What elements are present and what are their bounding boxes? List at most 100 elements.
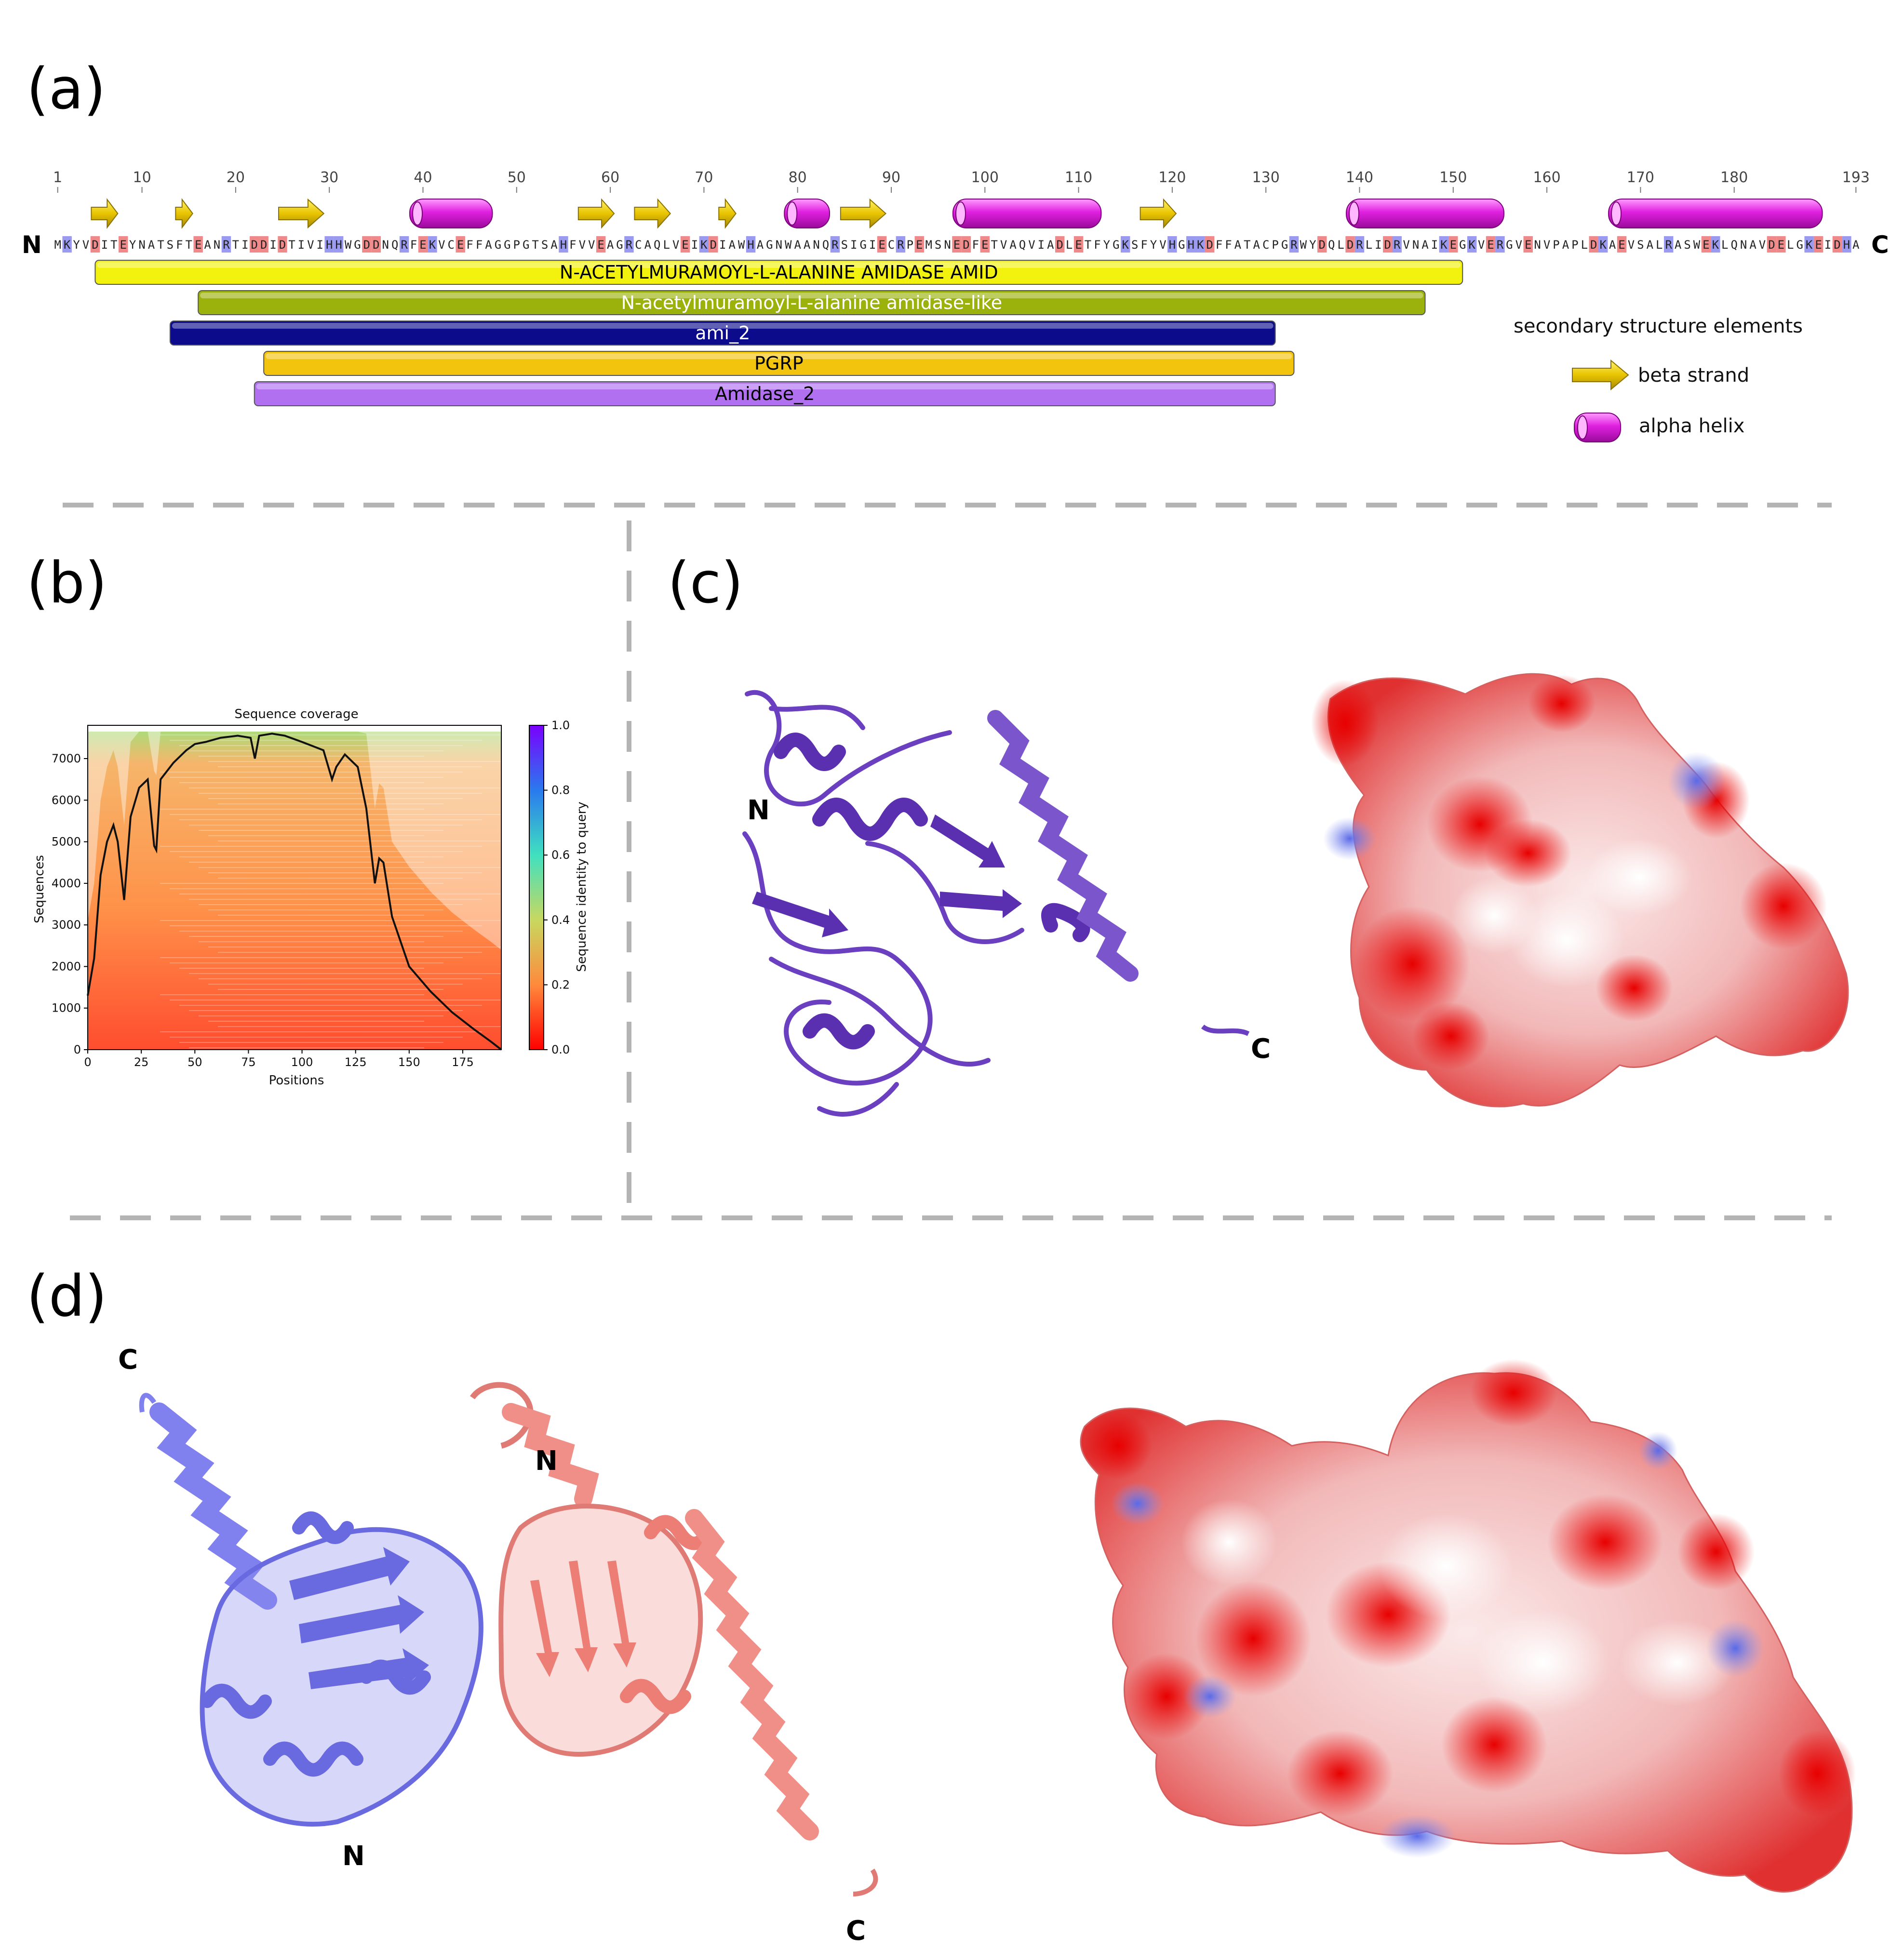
residue: E xyxy=(1618,238,1625,252)
chain-a-n-label: N xyxy=(342,1841,365,1872)
residue: V xyxy=(307,238,314,252)
residue: R xyxy=(897,238,904,252)
acidic-residue-highlight xyxy=(914,236,924,253)
residue: F xyxy=(569,238,576,252)
acidic-residue-highlight xyxy=(1486,236,1496,253)
basic-residue-highlight xyxy=(1842,236,1851,253)
domain-bar-highlight xyxy=(97,262,1461,268)
colorbar-ticks: 0.0 0.2 0.4 0.6 0.8 1.0 xyxy=(544,719,570,1056)
acidic-residue-highlight xyxy=(1448,236,1458,253)
ss-legend-title: secondary structure elements xyxy=(1514,315,1803,337)
colorbar-tick-label: 0.8 xyxy=(551,784,570,797)
residue: G xyxy=(354,238,361,252)
ruler-tick-label: 110 xyxy=(1065,169,1092,186)
basic-residue-highlight xyxy=(1392,236,1402,253)
basic-residue-highlight xyxy=(1354,236,1365,253)
residue: C xyxy=(635,238,642,252)
residue: E xyxy=(1778,238,1784,252)
residue: G xyxy=(523,238,529,252)
residue: A xyxy=(1852,238,1860,252)
basic-residue-highlight xyxy=(624,236,634,253)
acidic-residue-highlight xyxy=(278,236,287,253)
residue: P xyxy=(907,238,913,252)
residue: S xyxy=(935,238,941,252)
residue: H xyxy=(326,238,333,252)
acidic-residue-highlight xyxy=(980,236,990,253)
domain-bar-highlight xyxy=(200,293,1423,298)
chart-ylabel: Sequences xyxy=(32,855,47,923)
residue: T xyxy=(288,238,295,252)
residue: N xyxy=(214,238,220,252)
beta-strand xyxy=(718,198,737,229)
residue: G xyxy=(766,238,773,252)
residue: G xyxy=(1113,238,1119,252)
residue: L xyxy=(1337,238,1344,252)
panel-label-c: (c) xyxy=(668,549,743,616)
ruler-tick-label: 50 xyxy=(508,169,526,186)
residue: E xyxy=(120,238,126,252)
acidic-residue-highlight xyxy=(1589,236,1598,253)
y-tick-label: 5000 xyxy=(52,835,81,849)
residue: G xyxy=(504,238,510,252)
basic-residue-highlight xyxy=(1167,236,1177,253)
monomer-ribbon-cartoon xyxy=(742,690,1024,1117)
ruler-tick-label: 40 xyxy=(414,169,432,186)
residue: V xyxy=(438,238,445,252)
acidic-residue-highlight xyxy=(1832,236,1842,253)
residue: A xyxy=(644,238,652,252)
residue: W xyxy=(785,238,792,252)
residue: Q xyxy=(1019,238,1026,252)
residue: E xyxy=(1075,238,1082,252)
acidic-residue-highlight xyxy=(1317,236,1327,253)
residue: V xyxy=(1028,238,1035,252)
residue: A xyxy=(148,238,155,252)
residue: R xyxy=(1356,238,1363,252)
monomer-long-helix xyxy=(987,710,1139,982)
residue: A xyxy=(1421,238,1429,252)
beta-strand xyxy=(175,198,193,229)
x-tick-label: 0 xyxy=(84,1055,91,1069)
residue: T xyxy=(532,238,538,252)
residue: F xyxy=(1140,238,1147,252)
acidic-residue-highlight xyxy=(877,236,887,253)
acidic-residue-highlight xyxy=(1776,236,1786,253)
basic-residue-highlight xyxy=(746,236,756,253)
chain-b-c-label: C xyxy=(846,1915,866,1947)
panel-label-b: (b) xyxy=(27,549,107,616)
basic-residue-highlight xyxy=(1467,236,1477,253)
residue: E xyxy=(419,238,426,252)
residue: G xyxy=(1796,238,1803,252)
residue: D xyxy=(363,238,370,252)
residue: L xyxy=(1366,238,1372,252)
y-tick-label: 4000 xyxy=(52,877,81,890)
acidic-residue-highlight xyxy=(680,236,690,253)
alpha-helix xyxy=(1608,199,1823,228)
residue: Q xyxy=(822,238,829,252)
alpha-helix xyxy=(1346,199,1504,228)
beta-strand xyxy=(91,198,119,229)
sequence-coverage-chart: Sequence coverage 0 25 50 75 100 125 150 175 0 10… xyxy=(32,707,589,1088)
ruler-tick-label: 140 xyxy=(1346,169,1373,186)
residue: E xyxy=(1703,238,1709,252)
domain-bar-label: N-ACETYLMURAMOYL-L-ALANINE AMIDASE AMID xyxy=(560,262,998,283)
ruler-tick-label: 1 xyxy=(53,169,62,186)
residue: R xyxy=(626,238,633,252)
residue: G xyxy=(616,238,623,252)
residue: N xyxy=(944,238,951,252)
residue: L xyxy=(1787,238,1794,252)
domain-bar-label: ami_2 xyxy=(695,322,750,344)
domain-bar xyxy=(254,381,1276,406)
basic-residue-highlight xyxy=(1289,236,1299,253)
residue: N xyxy=(382,238,389,252)
basic-residue-highlight xyxy=(1598,236,1608,253)
residue: V xyxy=(1478,238,1485,252)
residue: Y xyxy=(1150,238,1157,252)
colorbar-tick-label: 0.2 xyxy=(551,978,570,991)
domain-bar-label: Amidase_2 xyxy=(715,383,815,404)
acidic-residue-highlight xyxy=(193,236,203,253)
ruler-tick-label: 30 xyxy=(320,169,338,186)
ruler-tick-label: 193 xyxy=(1842,169,1870,186)
monomer-n-label: N xyxy=(747,795,770,826)
ruler-tick-label: 120 xyxy=(1158,169,1186,186)
